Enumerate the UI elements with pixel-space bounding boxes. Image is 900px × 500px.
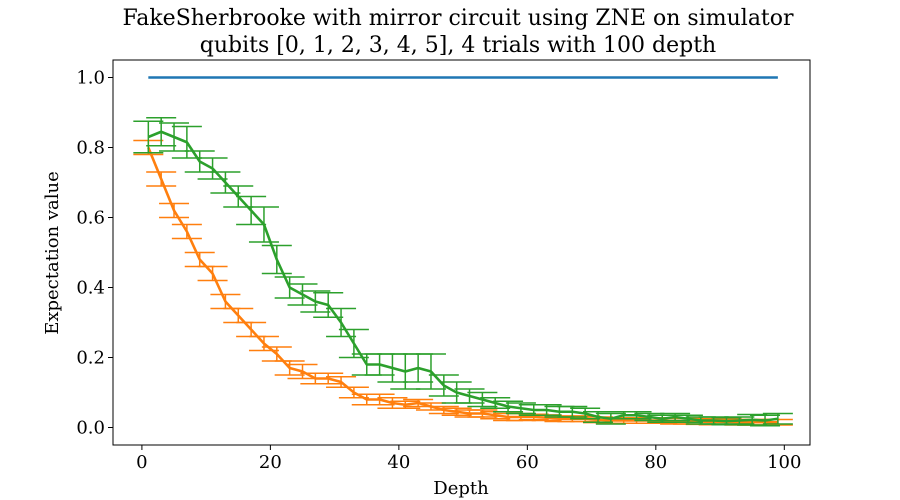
axes-frame xyxy=(112,59,811,446)
y-tick-label: 0.8 xyxy=(76,138,105,159)
x-axis: 0 20 40 60 80 100 xyxy=(136,445,801,473)
chart-title-line1: FakeSherbrooke with mirror circuit using… xyxy=(122,6,794,31)
y-tick-label: 0.2 xyxy=(76,348,105,369)
x-tick-label: 100 xyxy=(767,452,801,473)
y-axis: 0.0 0.2 0.4 0.6 0.8 1.0 xyxy=(76,68,113,439)
series-line-2 xyxy=(147,130,779,423)
x-tick-label: 40 xyxy=(387,452,410,473)
y-tick-label: 0.0 xyxy=(76,418,105,439)
x-tick-label: 0 xyxy=(136,452,147,473)
chart-title-line2: qubits [0, 1, 2, 3, 4, 5], 4 trials with… xyxy=(200,33,716,58)
series-2 xyxy=(133,117,793,427)
y-tick-label: 1.0 xyxy=(76,68,105,89)
series-layer xyxy=(133,76,793,427)
y-axis-label: Expectation value xyxy=(42,171,63,335)
y-tick-label: 0.6 xyxy=(76,208,105,229)
y-tick-label: 0.4 xyxy=(76,278,105,299)
x-tick-label: 20 xyxy=(259,452,282,473)
x-tick-label: 60 xyxy=(516,452,539,473)
x-axis-label: Depth xyxy=(433,478,489,499)
plot-area: 0 20 40 60 80 100 0.0 0.2 0.4 0.6 0.8 1.0 xyxy=(76,59,811,473)
x-tick-label: 80 xyxy=(644,452,667,473)
